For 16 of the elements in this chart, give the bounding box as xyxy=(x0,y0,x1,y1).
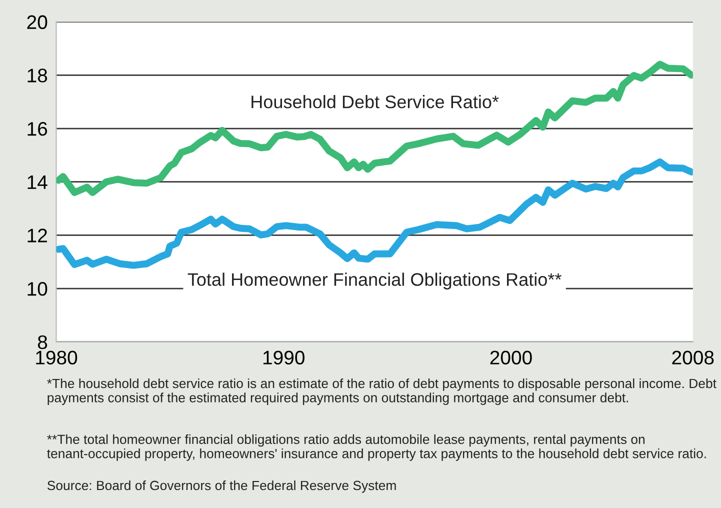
series-label: Household Debt Service Ratio* xyxy=(252,95,499,108)
text: **The total homeowner financial obligations ratio adds automobile lease payments, rental payments on tenant-occupied property, homeowners' insurance and property tax payments to the household debt service ratio. xyxy=(47,434,706,461)
y-tick-label: 10 xyxy=(28,282,48,296)
y-tick-label: 8 xyxy=(38,335,48,350)
x-tick-label: 1980 xyxy=(36,350,78,364)
y-tick-label: 12 xyxy=(28,228,47,242)
y-tick-label: 18 xyxy=(28,68,48,82)
x-tick-label: 1990 xyxy=(263,350,304,364)
y-tick-label: 14 xyxy=(28,176,48,189)
y-tick-label: 16 xyxy=(28,122,48,136)
series-label: Total Homeowner Financial Obligations Ratio** xyxy=(188,272,562,290)
source-note: Source: Board of Governors of the Federal Reserve System xyxy=(47,480,396,493)
text: *The household debt service ratio is an estimate of the ratio of debt payments to disposable personal income. Debt payments consist of the estimated required payments on outstanding mortgage and consumer debt. xyxy=(47,378,716,405)
y-tick-label: 20 xyxy=(27,15,48,30)
x-tick-label: 2008 xyxy=(672,350,714,364)
x-tick-label: 2000 xyxy=(490,350,532,364)
